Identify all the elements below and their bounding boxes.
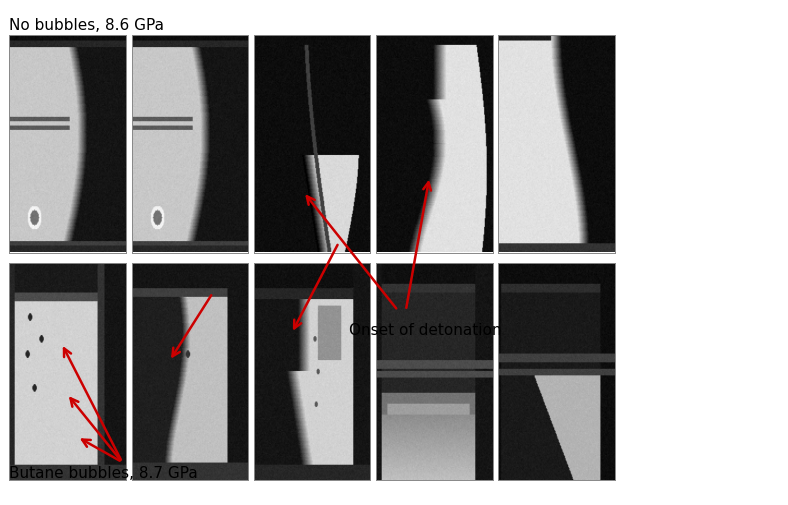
Text: Butane bubbles, 8.7 GPa: Butane bubbles, 8.7 GPa — [9, 466, 199, 481]
Text: No bubbles, 8.6 GPa: No bubbles, 8.6 GPa — [9, 18, 165, 33]
Text: Onset of detonation: Onset of detonation — [349, 323, 502, 338]
